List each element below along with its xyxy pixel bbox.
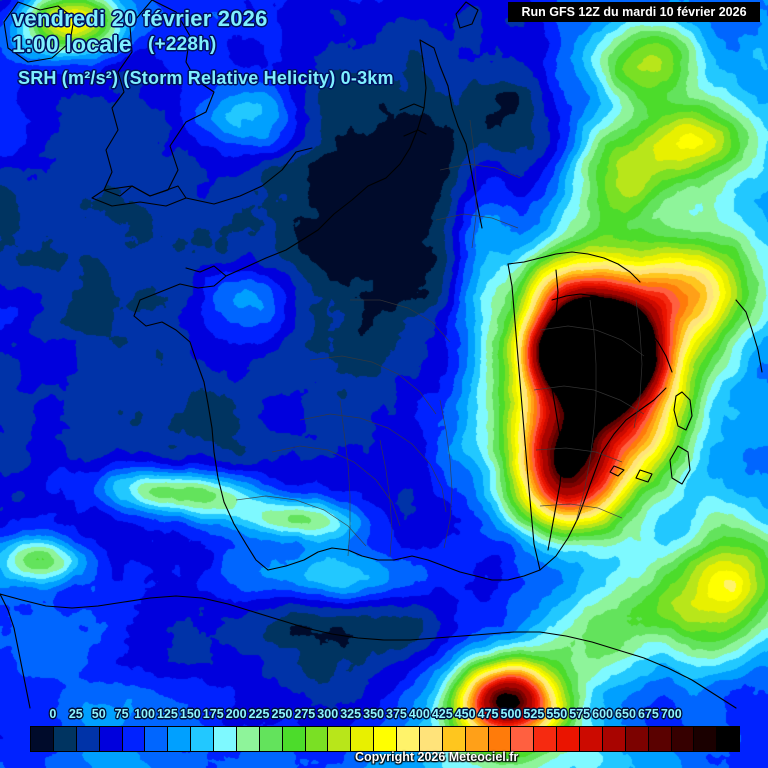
- colorbar-swatch: [282, 727, 306, 751]
- colorbar-swatch: [305, 727, 329, 751]
- colorbar-swatch: [53, 727, 77, 751]
- colorbar-swatch: [328, 727, 352, 751]
- colorbar-tick: 300: [317, 707, 339, 721]
- colorbar-tick: 125: [156, 707, 178, 721]
- colorbar-swatches[interactable]: [30, 726, 740, 752]
- colorbar-swatch: [671, 727, 695, 751]
- coastline-layer: [0, 0, 763, 709]
- colorbar-tick: 650: [615, 707, 636, 721]
- colorbar-swatch: [694, 727, 718, 751]
- colorbar-swatch: [442, 727, 466, 751]
- colorbar-tick: 150: [179, 707, 201, 721]
- colorbar-swatch: [374, 727, 397, 751]
- colorbar-swatch: [511, 727, 535, 751]
- colorbar-tick: 75: [114, 707, 129, 721]
- colorbar-tick: 350: [363, 707, 384, 721]
- colorbar-tick: 0: [49, 707, 57, 721]
- colorbar-swatch: [488, 727, 512, 751]
- colorbar-tick: 375: [386, 707, 407, 721]
- colorbar-tick: 575: [569, 707, 591, 721]
- colorbar-swatch: [580, 727, 603, 751]
- parameter-label: SRH (m²/s²) (Storm Relative Helicity) 0-…: [18, 68, 394, 88]
- colorbar-swatch: [557, 727, 580, 751]
- colorbar-tick: 175: [202, 707, 224, 721]
- colorbar-legend: 0 25 50 75 100 125 150 175 200 225 250 275 300 325 350…: [0, 706, 768, 768]
- colorbar-swatch: [76, 727, 100, 751]
- colorbar-tick: 100: [134, 707, 155, 721]
- model-run-bar: Run GFS 12Z du mardi 10 février 2026: [508, 2, 760, 22]
- colorbar-tick: 325: [340, 707, 362, 721]
- colorbar-tick: 600: [592, 707, 614, 721]
- colorbar-swatch: [717, 727, 740, 751]
- colorbar-tick: 525: [523, 707, 545, 721]
- model-run-label: Run GFS 12Z du mardi 10 février 2026: [521, 5, 747, 19]
- colorbar-swatch: [625, 727, 649, 751]
- colorbar-swatch: [351, 727, 375, 751]
- colorbar-swatch: [214, 727, 237, 751]
- colorbar-swatch: [99, 727, 123, 751]
- colorbar-tick: 25: [68, 707, 83, 721]
- colorbar-tick: 275: [294, 707, 316, 721]
- colorbar-tick: 700: [660, 707, 682, 721]
- colorbar-swatch: [465, 727, 489, 751]
- colorbar-swatch: [602, 727, 626, 751]
- colorbar-tick: 450: [454, 707, 476, 721]
- colorbar-swatch: [168, 727, 192, 751]
- colorbar-swatch: [145, 727, 169, 751]
- forecast-offset-label: (+228h): [148, 34, 217, 55]
- colorbar-swatch: [397, 727, 420, 751]
- forecast-date-label: vendredi 20 février 2026: [12, 6, 268, 31]
- colorbar-tick: 250: [271, 707, 293, 721]
- colorbar-tick: 550: [546, 707, 568, 721]
- colorbar-tick: 500: [500, 707, 522, 721]
- colorbar-tick: 50: [91, 707, 106, 721]
- colorbar-swatch: [236, 727, 260, 751]
- colorbar-tick: 425: [431, 707, 453, 721]
- administrative-borders-layer: [235, 119, 645, 557]
- colorbar-tick: 200: [225, 707, 247, 721]
- colorbar-swatch: [191, 727, 214, 751]
- colorbar-tick: 225: [248, 707, 270, 721]
- colorbar-tick: 675: [637, 707, 659, 721]
- colorbar-tick-labels: 0 25 50 75 100 125 150 175 200 225 250 275 300 325 350…: [0, 706, 768, 726]
- colorbar-tick: 475: [477, 707, 499, 721]
- colorbar-swatch: [419, 727, 443, 751]
- colorbar-swatch: [648, 727, 672, 751]
- colorbar-tick: 400: [408, 707, 430, 721]
- colorbar-swatch: [122, 727, 146, 751]
- colorbar-swatch: [259, 727, 283, 751]
- forecast-time-label: 1:00 locale: [12, 31, 132, 57]
- copyright-label: Copyright 2026 Meteociel.fr: [355, 750, 519, 764]
- colorbar-swatch: [31, 727, 54, 751]
- colorbar-swatch: [534, 727, 558, 751]
